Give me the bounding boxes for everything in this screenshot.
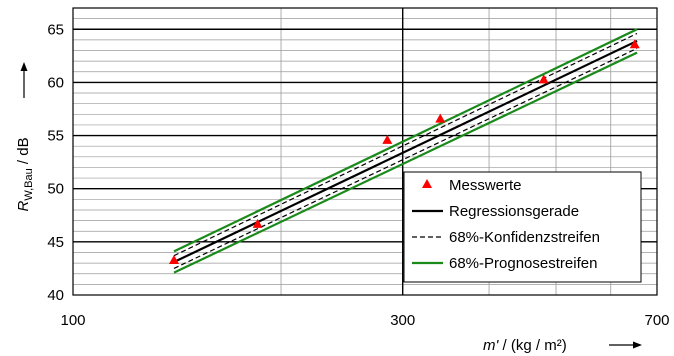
y-tick-label: 40 <box>47 287 64 304</box>
legend: Messwerte Regressionsgerade 68%-Konfidenzs… <box>403 171 642 283</box>
legend-label: Messwerte <box>449 177 522 194</box>
y-tick-label: 45 <box>47 234 64 251</box>
data-point-marker <box>435 113 446 123</box>
data-point-marker <box>168 255 179 265</box>
legend-marker-icon <box>422 179 432 189</box>
series-line-68-konfidenzstreifen <box>173 47 638 269</box>
y-tick-label: 50 <box>47 181 64 198</box>
legend-label: 68%-Prognosestreifen <box>449 255 597 272</box>
y-tick-label: 65 <box>47 21 64 38</box>
x-tick-label: 100 <box>60 312 85 329</box>
data-point-marker <box>538 74 549 84</box>
y-tick-label: 55 <box>47 128 64 145</box>
data-point-marker <box>252 218 263 228</box>
x-tick-label: 300 <box>390 312 415 329</box>
y-tick-label: 60 <box>47 74 64 91</box>
series-line-regressionsgerade <box>173 39 638 264</box>
tick-labels: 40 45 50 55 60 65 100 300 700 <box>47 21 669 329</box>
legend-label: 68%-Konfidenzstreifen <box>449 229 600 246</box>
legend-label: Regressionsgerade <box>449 203 579 220</box>
plot-frame <box>72 7 658 296</box>
series-line-68-prognosestreifen <box>173 51 638 274</box>
data-point-marker <box>382 134 393 144</box>
plot-series <box>168 28 640 274</box>
x-tick-label: 700 <box>644 312 669 329</box>
x-axis-label: m' / (kg / m²) <box>483 337 567 354</box>
x-axis-arrowhead-icon <box>633 341 642 349</box>
axis-labels: RW,Bau / dB m' / (kg / m²) <box>15 62 642 354</box>
y-axis-label: RW,Bau / dB <box>15 137 35 211</box>
y-axis-arrowhead-icon <box>20 62 28 71</box>
data-point-marker <box>629 39 640 49</box>
series-line-68-konfidenzstreifen <box>173 32 638 257</box>
legend-box <box>403 171 642 283</box>
series-line-68-prognosestreifen <box>173 28 638 253</box>
